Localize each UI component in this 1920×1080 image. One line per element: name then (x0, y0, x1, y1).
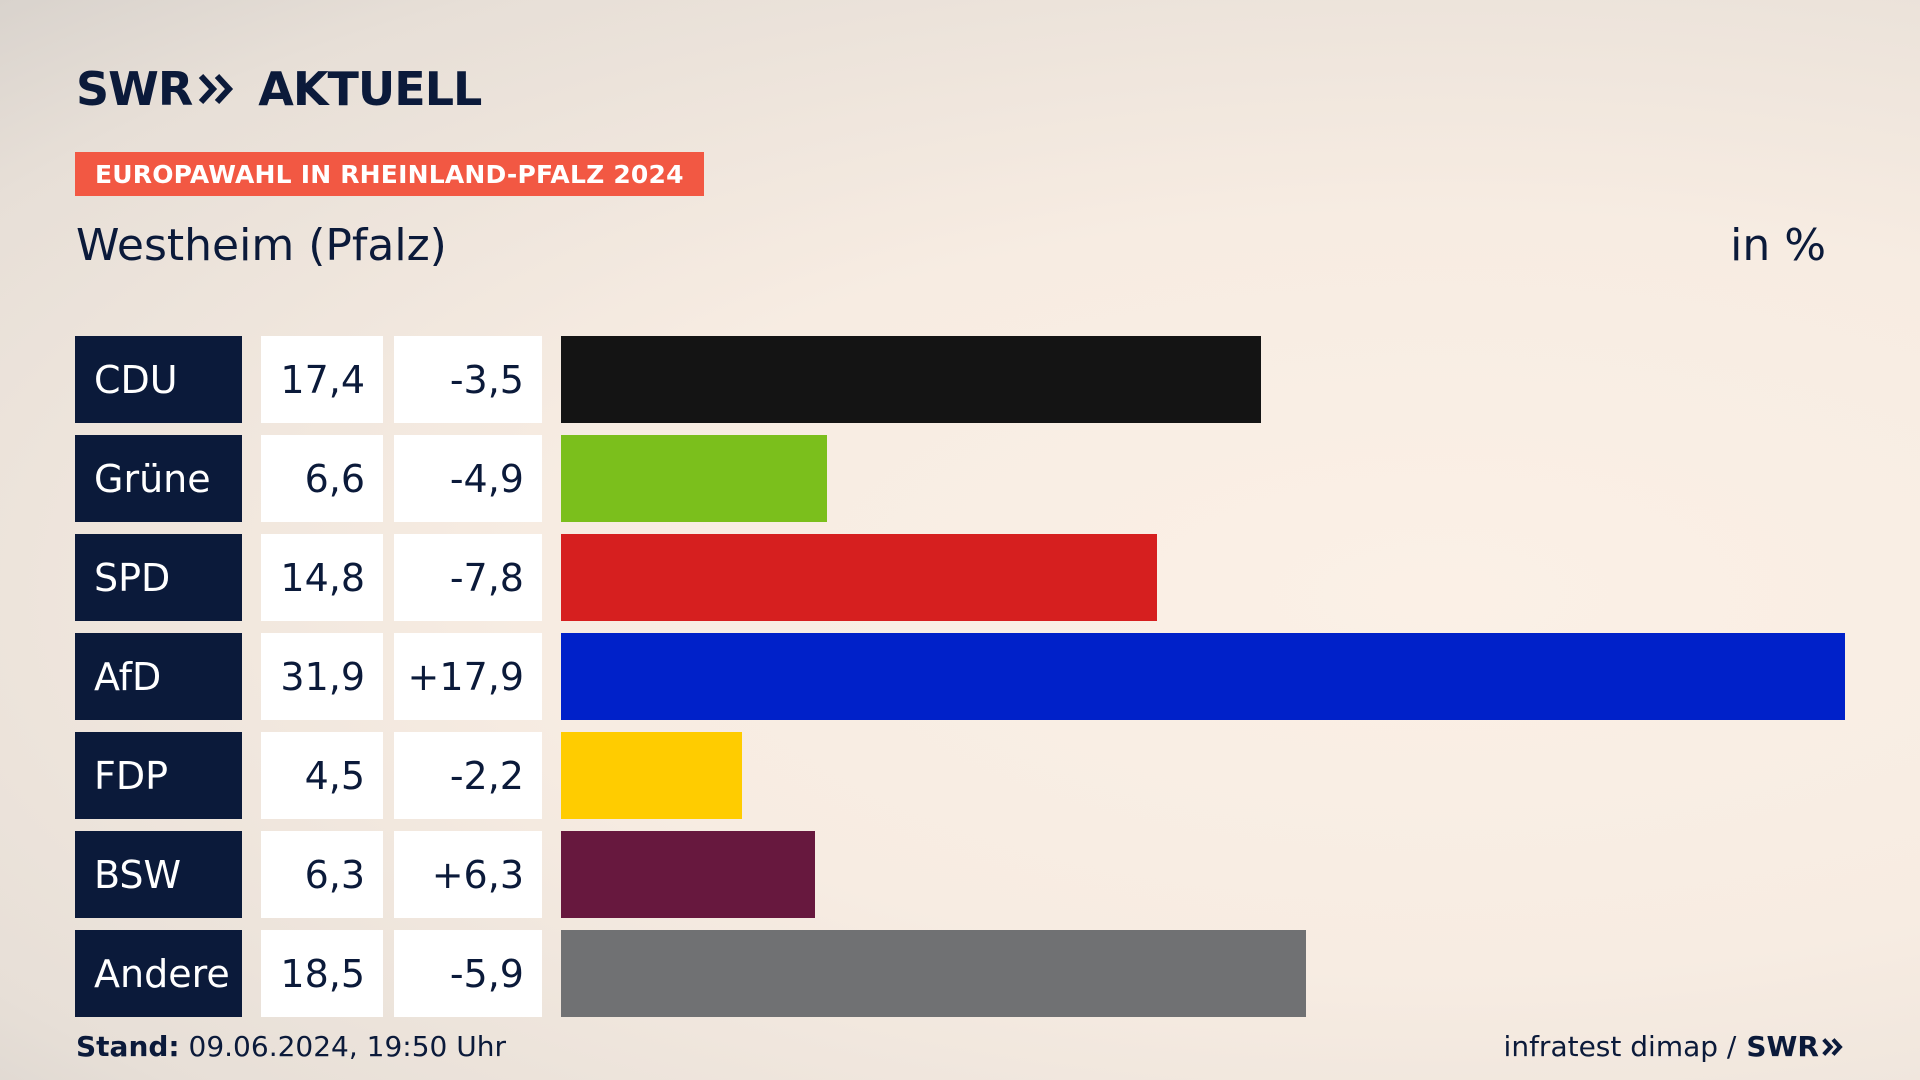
change-label: -4,9 (394, 435, 542, 522)
party-label: CDU (75, 336, 242, 423)
vote-share-label: 14,8 (261, 534, 383, 621)
change-label: -3,5 (394, 336, 542, 423)
change-label: +17,9 (394, 633, 542, 720)
source-text: infratest dimap / (1503, 1030, 1737, 1063)
stand-label: Stand: (76, 1030, 180, 1063)
bar-row: SPD 14,8 -7,8 (75, 534, 1845, 621)
bar-cdu (561, 336, 1262, 423)
bar-row: CDU 17,4 -3,5 (75, 336, 1845, 423)
bar-fdp (561, 732, 743, 819)
bar-row: Grüne 6,6 -4,9 (75, 435, 1845, 522)
bar-row: AfD 31,9 +17,9 (75, 633, 1845, 720)
stand-value: 09.06.2024, 19:50 Uhr (188, 1030, 506, 1063)
vote-share-label: 17,4 (261, 336, 383, 423)
vote-share-label: 4,5 (261, 732, 383, 819)
vote-share-label: 6,6 (261, 435, 383, 522)
bar-row: Andere 18,5 -5,9 (75, 930, 1845, 1017)
product-text: AKTUELL (258, 62, 482, 116)
election-badge: EUROPAWAHL IN RHEINLAND-PFALZ 2024 (75, 152, 704, 196)
swr-aktuell-logo: SWR AKTUELL (76, 62, 482, 116)
bar-andere (561, 930, 1306, 1017)
double-chevron-icon (1822, 1037, 1843, 1056)
brand-text: SWR (76, 62, 193, 116)
source-credit: infratest dimap / SWR (1504, 1030, 1844, 1063)
party-label: Grüne (75, 435, 242, 522)
change-label: -7,8 (394, 534, 542, 621)
bar-row: BSW 6,3 +6,3 (75, 831, 1845, 918)
party-label: Andere (75, 930, 242, 1017)
bar-row: FDP 4,5 -2,2 (75, 732, 1845, 819)
change-label: -5,9 (394, 930, 542, 1017)
vote-share-label: 18,5 (261, 930, 383, 1017)
change-label: +6,3 (394, 831, 542, 918)
party-label: FDP (75, 732, 242, 819)
party-label: BSW (75, 831, 242, 918)
source-brand: SWR (1746, 1030, 1819, 1063)
bar-spd (561, 534, 1157, 621)
bar-bsw (561, 831, 815, 918)
party-label: AfD (75, 633, 242, 720)
vote-share-label: 6,3 (261, 831, 383, 918)
vote-share-label: 31,9 (261, 633, 383, 720)
swr-logo: SWR (76, 62, 236, 116)
party-label: SPD (75, 534, 242, 621)
change-label: -2,2 (394, 732, 542, 819)
bar-grüne (561, 435, 827, 522)
unit-label: in % (1730, 220, 1826, 271)
swr-small-logo: SWR (1746, 1030, 1844, 1063)
page-title: Westheim (Pfalz) (76, 220, 447, 271)
timestamp: Stand: 09.06.2024, 19:50 Uhr (76, 1030, 506, 1063)
double-chevron-icon (199, 73, 234, 105)
bar-afd (561, 633, 1845, 720)
